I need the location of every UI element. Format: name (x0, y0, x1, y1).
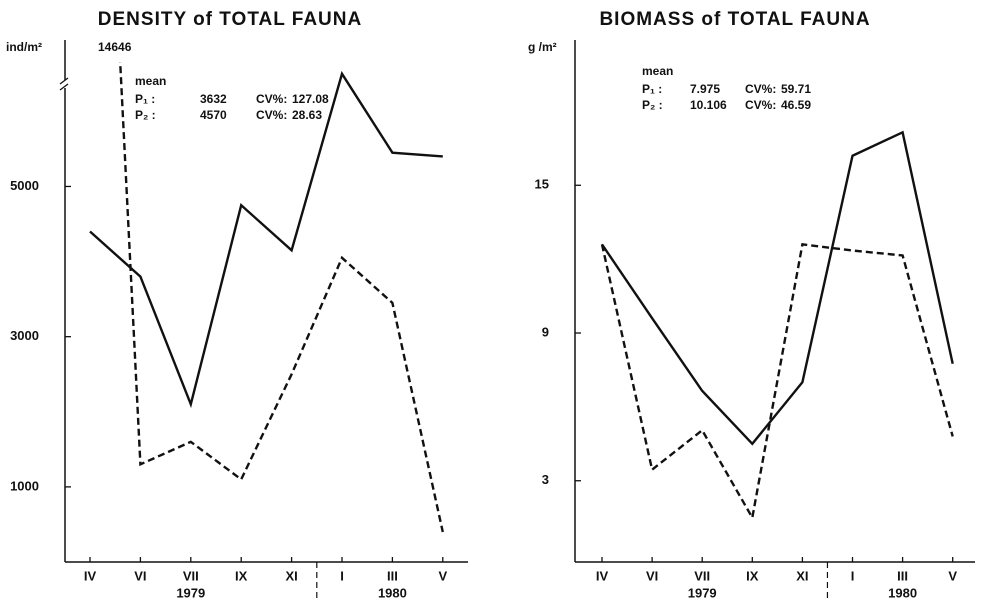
y-tick-label: 3 (542, 472, 549, 487)
y-tick-label: 1000 (10, 478, 39, 493)
stats-cv: 127.08 (292, 92, 329, 106)
y-tick-label: 5000 (10, 178, 39, 193)
x-tick-label: VI (134, 568, 146, 583)
y-tick-label: 3000 (10, 328, 39, 343)
plot-area (89, 62, 444, 533)
axis-break (59, 83, 69, 91)
axis-break-gap (61, 80, 69, 88)
stats-heading: mean (135, 74, 166, 88)
annotation: 14646 (98, 40, 132, 54)
series-line (600, 243, 954, 522)
x-tick-label: I (340, 568, 344, 583)
stats-mean: 10.106 (690, 98, 727, 112)
chart-title: BIOMASS of TOTAL FAUNA (599, 9, 870, 30)
year-label: 1980 (378, 585, 407, 600)
stats-cv-label: CV%: (745, 82, 776, 96)
stats-cv-label: CV%: (745, 98, 776, 112)
x-tick-label: VII (183, 568, 199, 583)
x-tick-label: VII (694, 568, 710, 583)
x-tick-label: V (948, 568, 957, 583)
stats-cv: 28.63 (292, 108, 322, 122)
stats-mean: 3632 (200, 92, 227, 106)
x-tick-label: IX (235, 568, 248, 583)
year-label: 1979 (688, 585, 717, 600)
x-tick-label: XI (796, 568, 808, 583)
y-tick-label: 9 (542, 324, 549, 339)
y-tick-label: 15 (535, 177, 549, 192)
y-axis-label: ind/m² (6, 40, 42, 54)
stats-label: P₂ : (642, 98, 663, 112)
x-tick-label: III (897, 568, 908, 583)
year-label: 1979 (176, 585, 205, 600)
year-label: 1980 (888, 585, 917, 600)
stats-mean: 4570 (200, 108, 227, 122)
y-axis-label: g /m² (528, 40, 557, 54)
stats-heading: mean (642, 64, 673, 78)
x-tick-label: III (387, 568, 398, 583)
x-tick-label: IV (596, 568, 609, 583)
stats-label: P₁ : (135, 92, 155, 106)
stats-label: P₂ : (135, 108, 156, 122)
chart-title: DENSITY of TOTAL FAUNA (98, 9, 362, 30)
x-tick-label: XI (285, 568, 297, 583)
stats-label: P₁ : (642, 82, 662, 96)
stats-cv: 46.59 (781, 98, 811, 112)
stats-cv: 59.71 (781, 82, 811, 96)
series-line (601, 130, 954, 446)
x-tick-label: VI (646, 568, 658, 583)
x-tick-label: I (851, 568, 855, 583)
x-tick-label: IV (84, 568, 97, 583)
x-tick-label: IX (746, 568, 759, 583)
x-tick-label: V (438, 568, 447, 583)
stats-cv-label: CV%: (256, 108, 287, 122)
series-line (89, 70, 443, 409)
stats-cv-label: CV%: (256, 92, 287, 106)
stats-mean: 7.975 (690, 82, 720, 96)
series-line (118, 62, 444, 533)
plot-area (600, 130, 954, 522)
axis-break (59, 77, 69, 85)
